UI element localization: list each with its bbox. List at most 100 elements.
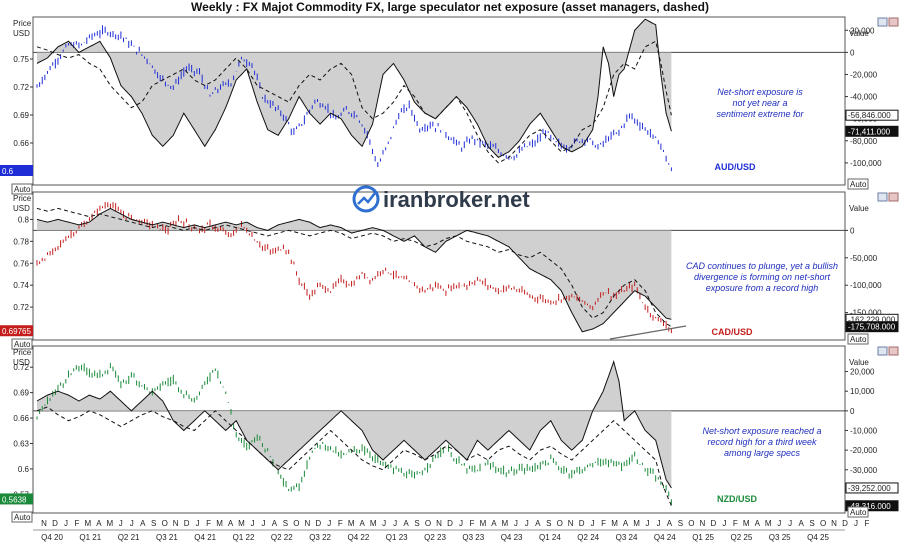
price-axis-title: Price [13, 19, 32, 28]
value-tick-label: 0 [850, 48, 855, 57]
value-axis-title: Value [849, 358, 869, 367]
minimize-icon[interactable] [877, 192, 888, 202]
chart-title: Weekly : FX Majot Commodity FX, large sp… [191, 0, 709, 14]
value-label-box [845, 109, 899, 121]
last-price-label: 0.5638 [2, 495, 27, 504]
month-tick-label: M [85, 519, 92, 528]
quarter-tick-label: Q3 21 [156, 533, 178, 542]
month-tick-label: J [261, 519, 265, 528]
value-tick-label: 10,000 [850, 387, 875, 396]
month-tick-label: S [151, 519, 156, 528]
auto-button-left[interactable] [11, 511, 33, 523]
month-tick-label: J [327, 519, 331, 528]
value-tick-label: -40,000 [850, 93, 878, 102]
month-tick-label: N [436, 519, 442, 528]
watermark-logo-icon [352, 185, 380, 213]
asset-manager-line [36, 406, 672, 506]
price-tick-label: 0.75 [13, 55, 29, 64]
month-tick-label: J [382, 519, 386, 528]
close-icon[interactable] [888, 17, 899, 27]
value-label: -56,846.000 [848, 111, 891, 120]
quarter-tick-label: Q1 21 [79, 533, 101, 542]
price-tick-label: 0.8 [18, 215, 30, 224]
value-tick-label: 0 [850, 226, 855, 235]
close-icon[interactable] [888, 346, 899, 356]
month-tick-label: M [633, 519, 640, 528]
price-axis-title: Price [13, 194, 32, 203]
price-tick-label: 0.76 [13, 259, 29, 268]
last-price-label: 0.6 [2, 167, 14, 176]
quarter-tick-label: Q2 21 [118, 533, 140, 542]
month-tick-label: N [304, 519, 310, 528]
month-tick-label: J [64, 519, 68, 528]
month-tick-label: F [865, 519, 870, 528]
month-tick-label: M [765, 519, 772, 528]
price-tick-label: 0.6 [18, 465, 30, 474]
price-tick-label: 0.63 [13, 439, 29, 448]
month-tick-label: M [370, 519, 377, 528]
month-tick-label: J [777, 519, 781, 528]
month-tick-label: M [348, 519, 355, 528]
auto-button-right[interactable] [847, 178, 869, 190]
nzd-panel: PriceUSD0.720.690.660.630.60.57Value20,0… [0, 345, 899, 523]
auto-button-right[interactable] [847, 506, 869, 518]
month-tick-label: D [447, 519, 453, 528]
month-tick-label: F [733, 519, 738, 528]
month-tick-label: J [196, 519, 200, 528]
value-label: -162,229.000 [848, 315, 896, 324]
price-axis-unit: USD [13, 29, 30, 38]
quarter-tick-label: Q3 25 [769, 533, 791, 542]
month-tick-label: A [798, 519, 804, 528]
month-tick-label: S [414, 519, 419, 528]
quarter-tick-label: Q2 22 [271, 533, 293, 542]
month-tick-label: A [535, 519, 541, 528]
month-tick-label: N [831, 519, 837, 528]
last-price-box [0, 165, 33, 176]
price-axis-unit: USD [13, 204, 30, 213]
auto-label: Auto [14, 185, 31, 194]
month-tick-label: J [646, 519, 650, 528]
annotation-text: sentiment extreme for [716, 109, 804, 119]
month-tick-label: J [130, 519, 134, 528]
auto-button-right[interactable] [847, 333, 869, 345]
value-tick-label: -50,000 [850, 254, 878, 263]
month-tick-label: F [206, 519, 211, 528]
month-tick-label: A [360, 519, 366, 528]
minimize-icon[interactable] [877, 346, 888, 356]
month-tick-label: O [162, 519, 168, 528]
asset-manager-line [36, 40, 672, 164]
month-tick-label: A [228, 519, 234, 528]
month-tick-label: M [238, 519, 245, 528]
value-tick-label: -100,000 [850, 281, 882, 290]
month-tick-label: A [96, 519, 102, 528]
value-tick-label: -20,000 [850, 446, 878, 455]
value-label: -39,252.000 [848, 484, 891, 493]
quarter-tick-label: Q2 25 [731, 533, 753, 542]
value-tick-label: -80,000 [850, 137, 878, 146]
value-label-box [845, 500, 899, 512]
quarter-tick-label: Q4 24 [654, 533, 676, 542]
auto-label: Auto [850, 508, 867, 517]
annotation-text: CAD continues to plunge, yet a bullish [686, 261, 838, 271]
close-icon[interactable] [888, 192, 899, 202]
value-label: -48,316.000 [848, 502, 891, 511]
auto-button-left[interactable] [11, 338, 33, 350]
month-tick-label: J [459, 519, 463, 528]
month-tick-label: O [425, 519, 431, 528]
annotation-text: record high for a third week [707, 437, 817, 447]
month-tick-label: D [842, 519, 848, 528]
watermark: iranbroker.net [352, 185, 530, 213]
price-tick-label: 0.78 [13, 237, 29, 246]
month-tick-label: O [293, 519, 299, 528]
month-tick-label: A [140, 519, 146, 528]
aud-panel: PriceUSD0.750.720.690.660.63Value20,0000… [0, 16, 899, 195]
minimize-icon[interactable] [877, 17, 888, 27]
value-label: -175,708.000 [848, 323, 896, 332]
month-tick-label: J [525, 519, 529, 528]
month-tick-label: J [514, 519, 518, 528]
price-tick-label: 0.72 [13, 363, 29, 372]
net-exposure-area [37, 361, 672, 488]
month-tick-label: J [722, 519, 726, 528]
auto-button-left[interactable] [11, 183, 33, 195]
